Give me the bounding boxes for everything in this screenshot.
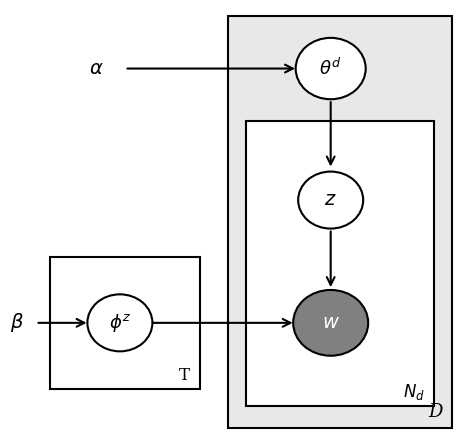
Ellipse shape — [296, 38, 366, 99]
Text: $z$: $z$ — [324, 191, 337, 209]
Text: D: D — [429, 404, 443, 421]
Bar — [246, 121, 434, 406]
Ellipse shape — [293, 290, 368, 356]
Text: T: T — [179, 367, 190, 384]
Text: $w$: $w$ — [322, 314, 340, 332]
Bar — [50, 257, 200, 388]
Ellipse shape — [87, 294, 153, 351]
Text: $\theta^d$: $\theta^d$ — [319, 58, 342, 79]
Ellipse shape — [298, 171, 363, 229]
Text: $\phi^z$: $\phi^z$ — [109, 312, 131, 334]
Bar — [228, 16, 453, 428]
Text: $\alpha$: $\alpha$ — [89, 59, 104, 78]
Text: $N_d$: $N_d$ — [402, 382, 424, 402]
Text: $\beta$: $\beta$ — [10, 311, 24, 334]
